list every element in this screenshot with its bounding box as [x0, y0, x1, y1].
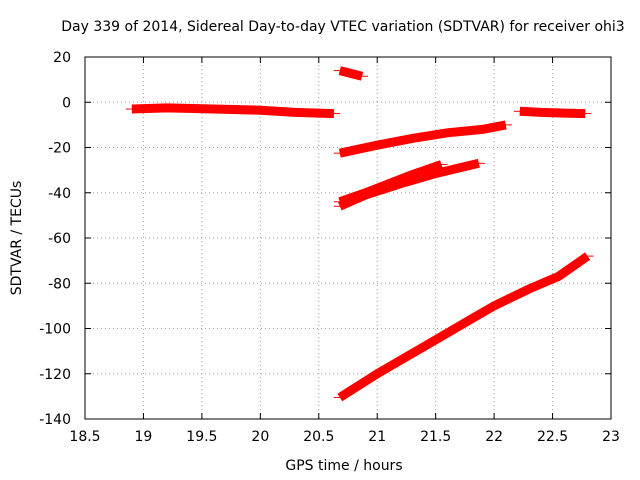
data-point [429, 173, 442, 175]
data-series [338, 66, 364, 81]
data-point [499, 124, 512, 126]
x-tick-label: 21.5 [420, 429, 451, 445]
data-point [558, 112, 571, 114]
data-point [125, 108, 138, 110]
x-tick-label: 18.5 [69, 429, 100, 445]
data-point [523, 288, 536, 290]
chart-title: Day 339 of 2014, Sidereal Day-to-day VTE… [61, 19, 624, 35]
y-tick-label: -100 [39, 322, 71, 338]
series-layer [125, 66, 594, 402]
data-point [289, 111, 302, 113]
data-series [338, 120, 507, 158]
x-tick-label: 20 [251, 429, 269, 445]
data-point [513, 110, 526, 112]
y-tick-label: -140 [39, 412, 71, 428]
data-point [579, 113, 592, 115]
data-point [464, 318, 477, 320]
data-point [394, 183, 407, 185]
data-point [406, 174, 419, 176]
y-tick-label: -80 [48, 276, 71, 292]
data-point [472, 162, 485, 164]
x-tick-label: 20.5 [303, 429, 334, 445]
y-tick-label: -60 [48, 231, 71, 247]
data-point [476, 128, 489, 130]
x-axis-label: GPS time / hours [285, 458, 402, 474]
y-tick-label: 0 [62, 95, 71, 111]
data-point [406, 137, 419, 139]
data-point [333, 70, 346, 72]
data-series [519, 106, 586, 119]
y-axis-label: SDTVAR / TECUs [9, 181, 25, 296]
data-point [552, 275, 565, 277]
x-tick-label: 19.5 [186, 429, 217, 445]
data-point [327, 113, 340, 115]
data-point [441, 132, 454, 134]
y-tick-label: -40 [48, 186, 71, 202]
x-tick-label: 22.5 [537, 429, 568, 445]
x-tick-label: 22 [485, 429, 503, 445]
data-point [435, 163, 448, 165]
data-point [160, 107, 173, 109]
data-point [333, 205, 346, 207]
data-point [333, 397, 346, 399]
data-point [254, 109, 267, 111]
data-point [371, 373, 384, 375]
x-tick-label: 19 [135, 429, 153, 445]
y-tick-label: 20 [53, 50, 71, 66]
x-tick-label: 21 [368, 429, 386, 445]
data-series [131, 103, 335, 119]
data-point [371, 144, 384, 146]
data-point [359, 194, 372, 196]
data-point [207, 108, 220, 110]
y-tick-label: -20 [48, 141, 71, 157]
data-point [534, 111, 547, 113]
ticks: 18.5 19 19.5 20 20.5 21 21.5 22 22.5 23 -140 -120 -1… [39, 50, 620, 445]
data-point [488, 305, 501, 307]
data-series [337, 252, 591, 402]
x-tick-label: 23 [602, 429, 620, 445]
data-point [417, 346, 430, 348]
data-point [356, 75, 369, 77]
data-point [581, 255, 594, 257]
data-point [333, 152, 346, 154]
data-series [337, 158, 480, 211]
y-tick-label: -120 [39, 367, 71, 383]
